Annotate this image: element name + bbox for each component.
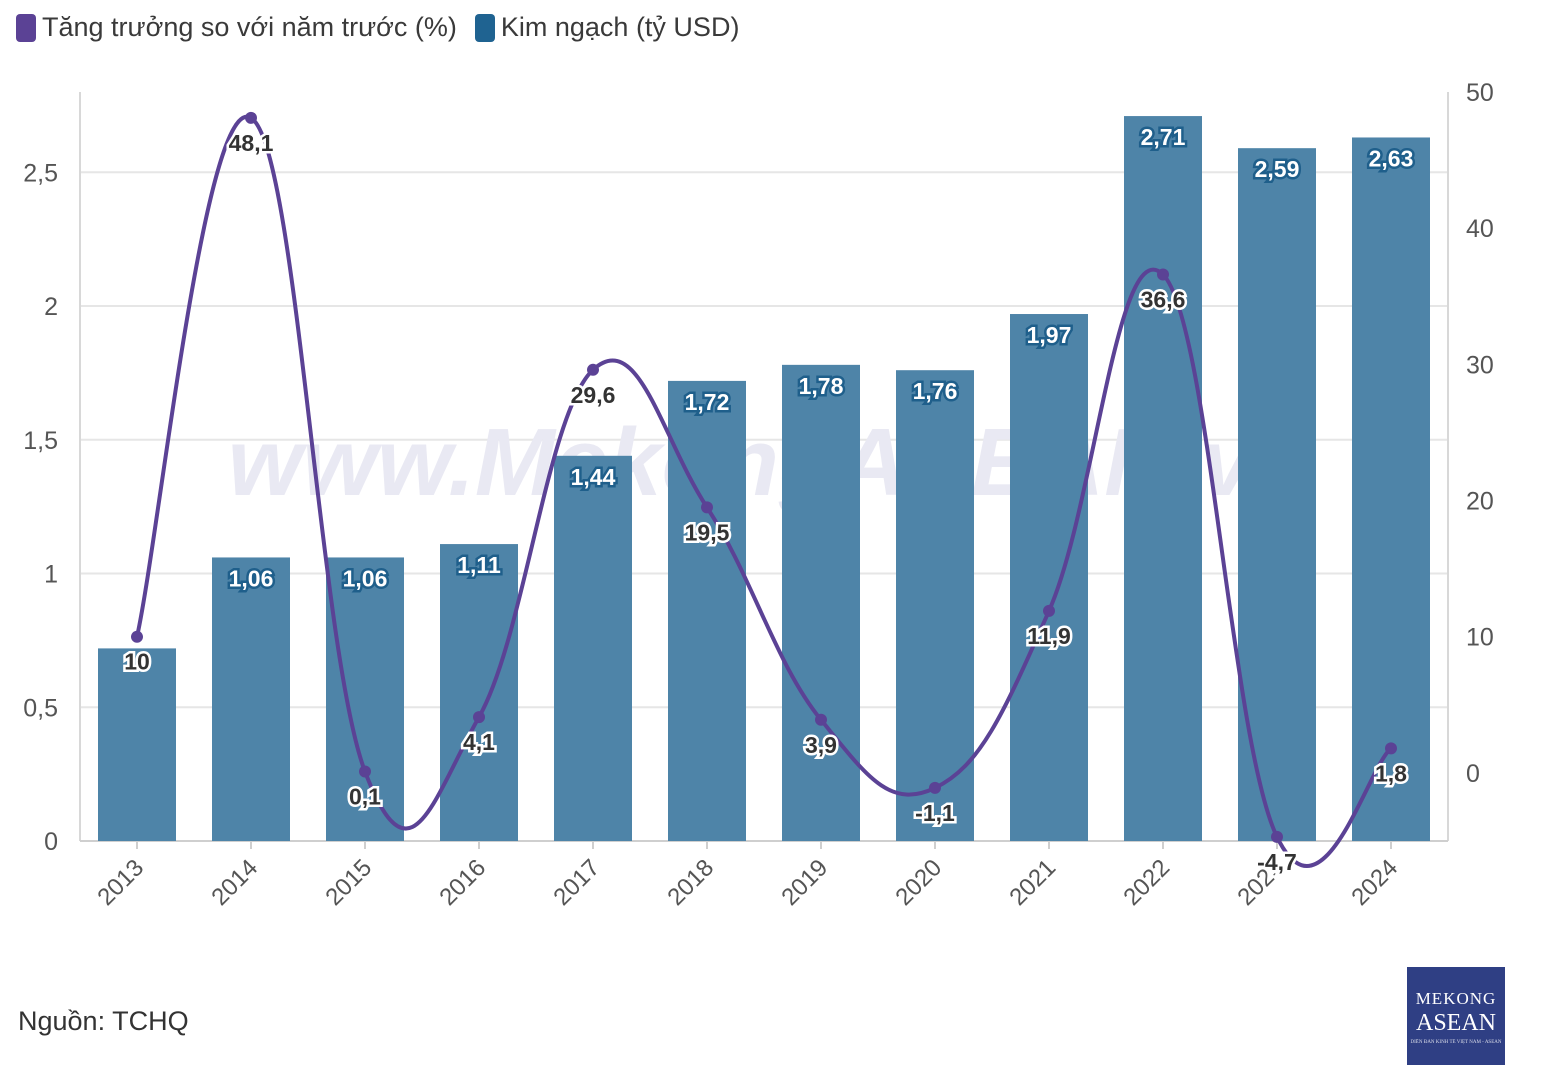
growth-point — [245, 111, 257, 124]
x-tick-label: 2021 — [1004, 854, 1061, 911]
legend-item-value[interactable]: Kim ngạch (tỷ USD) — [474, 12, 740, 43]
growth-point — [1157, 268, 1169, 281]
x-tick-label: 2019 — [776, 854, 833, 911]
legend-swatch-value — [474, 13, 495, 42]
combo-chart: 00,511,522,501020304050www.MekongASEAN.v… — [23, 79, 1494, 911]
bar — [1124, 116, 1202, 841]
y-right-tick-label: 0 — [1466, 760, 1480, 788]
y-right-tick-label: 50 — [1466, 79, 1494, 107]
x-tick-label: 2022 — [1118, 854, 1175, 911]
bar-value-label: 1,97 — [1027, 322, 1072, 348]
source-note: Nguồn: TCHQ — [18, 1006, 189, 1036]
x-tick-label: 2014 — [206, 854, 263, 911]
bar-value-label: 1,44 — [571, 464, 616, 490]
bar-value-label: 2,59 — [1255, 156, 1300, 182]
y-right-tick-label: 20 — [1466, 488, 1494, 516]
bar — [98, 648, 176, 841]
x-tick-label: 2018 — [662, 854, 719, 911]
legend-swatch-growth — [16, 13, 36, 42]
legend-item-growth[interactable]: Tăng trưởng so với năm trước (%) — [16, 12, 457, 43]
growth-point — [1385, 742, 1397, 755]
growth-point — [815, 713, 827, 726]
logo-line-3: DIỄN ĐÀN KINH TẾ VIỆT NAM - ASEAN — [1410, 1040, 1502, 1045]
bar — [440, 544, 518, 841]
growth-value-label: 0,1 — [349, 784, 381, 810]
growth-point — [473, 711, 485, 724]
chart-legend: Tăng trưởng so với năm trước (%) Kim ngạ… — [16, 12, 739, 43]
growth-value-label: -4,7 — [1257, 849, 1297, 875]
bar-value-label: 2,63 — [1369, 145, 1414, 171]
legend-label-growth: Tăng trưởng so với năm trước (%) — [42, 12, 457, 42]
growth-point — [359, 765, 371, 778]
growth-point — [587, 363, 599, 376]
bar — [668, 380, 746, 841]
growth-point — [701, 501, 713, 514]
y-right-tick-label: 10 — [1466, 624, 1494, 652]
growth-line — [135, 114, 1393, 868]
bar — [212, 557, 290, 841]
y-left-tick-label: 1,5 — [23, 427, 58, 455]
growth-point — [1043, 604, 1055, 617]
bar-value-label: 1,72 — [685, 389, 730, 415]
bar — [1010, 314, 1088, 841]
growth-point — [1271, 830, 1283, 843]
y-right-tick-label: 40 — [1466, 215, 1494, 243]
growth-point — [131, 630, 143, 643]
bar-value-label: 2,71 — [1141, 124, 1186, 150]
bar — [326, 557, 404, 841]
bar — [1238, 148, 1316, 842]
growth-point — [929, 781, 941, 794]
x-tick-label: 2020 — [890, 854, 947, 911]
mekong-asean-logo: MEKONG ASEAN DIỄN ĐÀN KINH TẾ VIỆT NAM -… — [1407, 967, 1505, 1065]
logo-line-1: MEKONG — [1415, 989, 1497, 1008]
bar — [554, 455, 632, 841]
bar — [1352, 137, 1430, 842]
growth-value-label: 10 — [124, 649, 150, 675]
bar-value-label: 1,06 — [229, 565, 274, 591]
bar-value-label: 1,11 — [457, 552, 501, 578]
x-tick-label: 2017 — [548, 854, 605, 911]
y-left-tick-label: 2,5 — [23, 159, 58, 187]
x-tick-label: 2013 — [92, 854, 149, 911]
growth-value-label: 48,1 — [229, 130, 274, 156]
logo-line-2: ASEAN — [1415, 1010, 1496, 1036]
legend-label-value: Kim ngạch (tỷ USD) — [500, 12, 740, 42]
x-tick-label: 2024 — [1346, 854, 1403, 911]
growth-value-label: 11,9 — [1027, 623, 1071, 649]
x-tick-label: 2016 — [434, 854, 491, 911]
bar-value-label: 1,78 — [799, 373, 844, 399]
growth-value-label: 4,1 — [463, 729, 495, 755]
x-tick-label: 2015 — [320, 854, 377, 911]
bar — [896, 370, 974, 841]
y-left-tick-label: 2 — [44, 293, 58, 321]
y-left-tick-label: 0 — [44, 828, 58, 856]
growth-value-label: 36,6 — [1141, 286, 1186, 312]
bar-value-label: 1,76 — [913, 378, 958, 404]
growth-value-label: 29,6 — [571, 382, 616, 408]
growth-value-label: 19,5 — [685, 519, 730, 545]
growth-value-label: -1,1 — [915, 800, 955, 826]
y-right-tick-label: 30 — [1466, 351, 1494, 379]
bar — [782, 364, 860, 841]
y-left-tick-label: 1 — [44, 561, 58, 589]
growth-value-label: 1,8 — [1375, 760, 1407, 786]
y-left-tick-label: 0,5 — [23, 694, 58, 722]
growth-value-label: 3,9 — [805, 732, 837, 758]
bar-value-label: 1,06 — [343, 565, 388, 591]
